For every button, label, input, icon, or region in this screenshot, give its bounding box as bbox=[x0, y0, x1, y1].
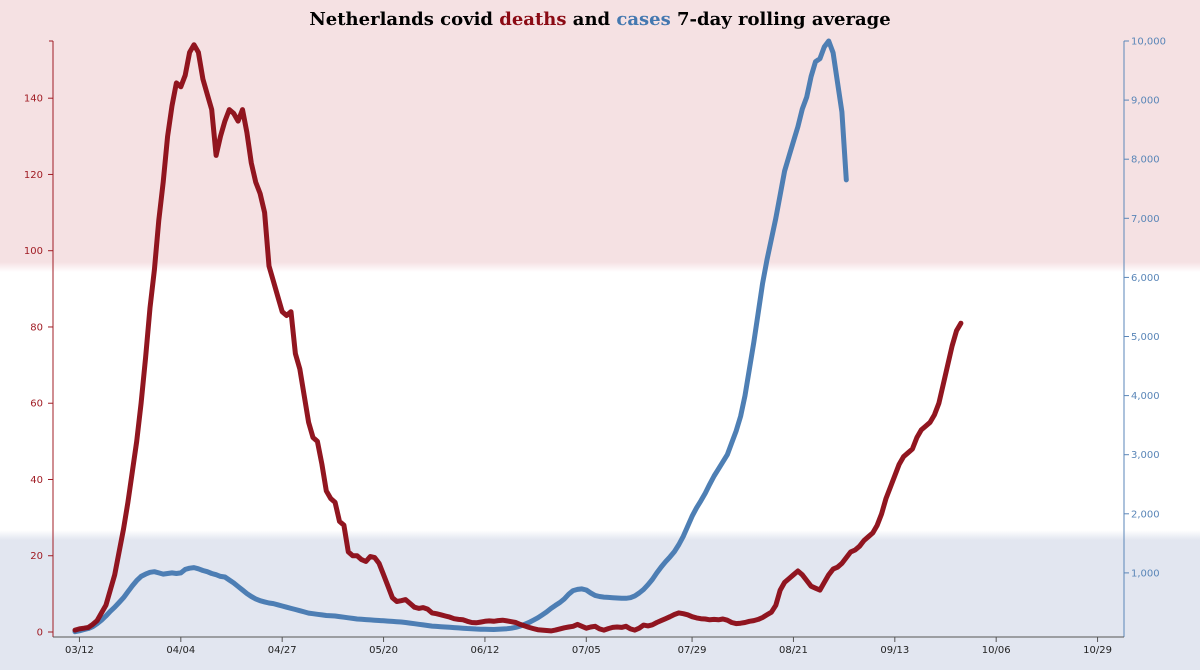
right-tick-label: 8,000 bbox=[1131, 155, 1160, 166]
x-tick-label: 06/12 bbox=[471, 645, 500, 656]
x-tick-label: 10/29 bbox=[1083, 645, 1112, 656]
title-middle: and bbox=[567, 9, 617, 30]
title-prefix: Netherlands covid bbox=[309, 9, 499, 30]
x-tick-label: 03/12 bbox=[65, 645, 94, 656]
left-tick-label: 120 bbox=[24, 170, 43, 181]
right-tick-label: 7,000 bbox=[1131, 214, 1160, 225]
axes: 0 20 40 60 80 100 120 140 1,000 2,000 3,000 4,000 5,… bbox=[24, 37, 1166, 657]
x-tick-label: 08/21 bbox=[779, 645, 808, 656]
x-tick-label: 07/05 bbox=[572, 645, 601, 656]
left-tick-label: 100 bbox=[24, 246, 43, 257]
left-tick-label: 40 bbox=[30, 475, 43, 486]
left-tick-label: 60 bbox=[30, 399, 43, 410]
cases-series-line bbox=[72, 38, 849, 635]
title-cases-word: cases bbox=[616, 9, 670, 30]
x-tick-label: 10/06 bbox=[982, 645, 1011, 656]
band-bottom bbox=[0, 540, 1200, 670]
right-tick-label: 9,000 bbox=[1131, 96, 1160, 107]
series-group bbox=[72, 38, 964, 635]
right-tick-label: 3,000 bbox=[1131, 450, 1160, 461]
right-tick-label: 10,000 bbox=[1131, 37, 1166, 48]
chart-title: Netherlands covid deaths and cases 7-day… bbox=[309, 9, 890, 30]
x-tick-label: 07/29 bbox=[678, 645, 707, 656]
title-suffix: 7-day rolling average bbox=[671, 9, 891, 30]
right-tick-label: 4,000 bbox=[1131, 391, 1160, 402]
x-tick-label: 09/13 bbox=[880, 645, 909, 656]
left-tick-label: 80 bbox=[30, 322, 43, 333]
title-deaths-word: deaths bbox=[499, 9, 566, 30]
left-tick-label: 0 bbox=[37, 628, 43, 639]
right-tick-label: 1,000 bbox=[1131, 568, 1160, 579]
x-tick-label: 04/27 bbox=[268, 645, 297, 656]
right-tick-label: 5,000 bbox=[1131, 332, 1160, 343]
right-tick-label: 2,000 bbox=[1131, 509, 1160, 520]
right-tick-label: 6,000 bbox=[1131, 273, 1160, 284]
left-tick-label: 140 bbox=[24, 94, 43, 105]
band-top bbox=[0, 0, 1200, 262]
band-middle bbox=[0, 272, 1200, 530]
left-tick-label: 20 bbox=[30, 551, 43, 562]
x-tick-label: 05/20 bbox=[369, 645, 398, 656]
deaths-series-line bbox=[72, 42, 964, 634]
band-top-fade bbox=[0, 262, 1200, 272]
x-tick-label: 04/04 bbox=[166, 645, 195, 656]
band-bottom-fade bbox=[0, 530, 1200, 540]
